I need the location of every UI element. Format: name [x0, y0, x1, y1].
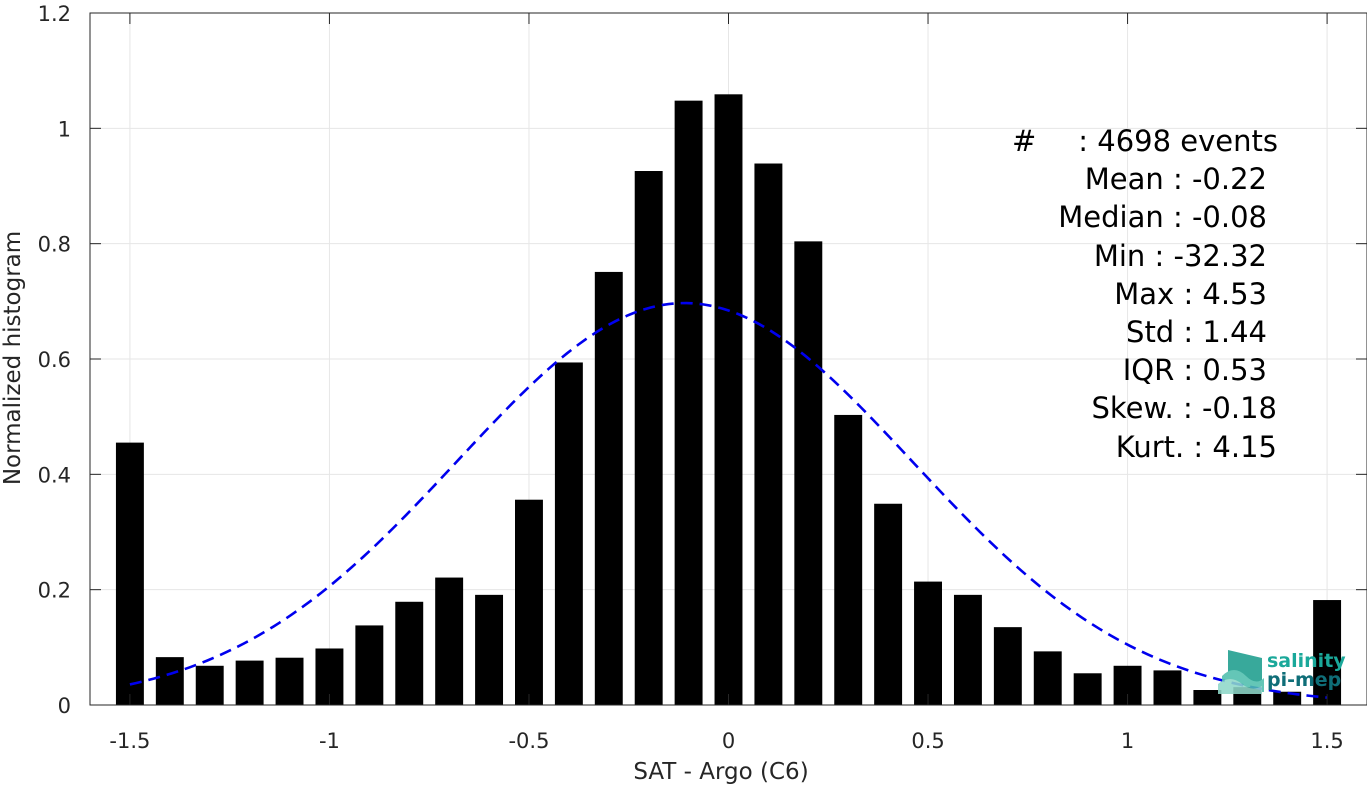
y-tick-label: 0.8 — [38, 233, 71, 257]
y-tick-label: 0 — [58, 694, 71, 718]
histogram-bar — [475, 594, 504, 705]
x-tick-label: -1 — [319, 729, 340, 753]
logo-wave-icon — [1218, 650, 1264, 694]
histogram-bar — [435, 577, 464, 705]
histogram-bar — [1073, 673, 1102, 705]
y-tick-labels: 0 0.2 0.4 0.6 0.8 1 1.2 — [38, 2, 71, 718]
stat-min: Min : -32.32 — [1094, 239, 1267, 273]
histogram-bar — [953, 594, 982, 705]
x-tick-label: 0.5 — [911, 729, 944, 753]
histogram-bar — [914, 581, 942, 705]
histogram-bar — [554, 362, 583, 705]
logo-text-salinity: salinity — [1267, 650, 1346, 672]
stat-median: Median : -0.08 — [1058, 200, 1267, 234]
histogram-bar — [834, 414, 863, 705]
histogram-bar — [155, 657, 184, 705]
histogram-bars — [115, 94, 1342, 706]
x-axis-label: SAT - Argo (C6) — [633, 759, 808, 785]
histogram-bar — [674, 100, 703, 706]
histogram-bar — [754, 163, 783, 705]
x-tick-labels: -1.5 -1 -0.5 0 0.5 1 1.5 — [109, 729, 1343, 753]
histogram-bar — [874, 503, 903, 705]
histogram-bar — [235, 660, 264, 705]
stat-max: Max : 4.53 — [1114, 277, 1267, 311]
histogram-bar — [594, 271, 623, 705]
histogram-bar — [515, 499, 543, 705]
stat-events: : 4698 events — [1078, 124, 1278, 158]
stat-events-hash: # — [1012, 124, 1036, 158]
histogram-bar — [1033, 651, 1062, 705]
logo-text-pimep: pi-mep — [1267, 669, 1341, 691]
histogram-bar — [794, 241, 823, 706]
x-tick-label: 0 — [722, 729, 735, 753]
stat-std: Std : 1.44 — [1126, 315, 1267, 349]
histogram-bar — [275, 657, 304, 705]
x-tick-label: 1 — [1121, 729, 1134, 753]
y-tick-label: 0.2 — [38, 579, 71, 603]
stat-mean: Mean : -0.22 — [1085, 162, 1267, 196]
histogram-bar — [714, 94, 743, 705]
x-tick-label: -1.5 — [109, 729, 150, 753]
histogram-bar — [355, 625, 384, 705]
histogram-bar — [1193, 690, 1222, 705]
stat-skew: Skew. : -0.18 — [1091, 391, 1277, 425]
y-tick-label: 0.6 — [38, 348, 71, 372]
histogram-bar — [1313, 600, 1342, 705]
stat-kurt: Kurt. : 4.15 — [1116, 430, 1277, 464]
histogram-bar — [993, 627, 1022, 705]
y-axis-label: Normalized histogram — [0, 231, 26, 485]
y-tick-label: 1 — [58, 117, 71, 141]
histogram-bar — [634, 171, 663, 706]
histogram-bar — [115, 442, 144, 705]
histogram-bar — [195, 665, 224, 705]
salinity-pimep-logo: salinity pi-mep — [1218, 650, 1346, 694]
statistics-annotation: # : 4698 events Mean : -0.22 Median : -0… — [1012, 124, 1278, 464]
gaussian-fit-curve — [129, 301, 1328, 699]
histogram-bar — [395, 601, 424, 705]
y-tick-label: 0.4 — [38, 463, 71, 487]
stat-iqr: IQR : 0.53 — [1123, 353, 1267, 387]
histogram-bar — [1153, 670, 1182, 705]
x-tick-label: 1.5 — [1310, 729, 1343, 753]
axis-ticks — [90, 12, 1367, 706]
y-tick-label: 1.2 — [38, 2, 71, 26]
x-tick-label: -0.5 — [508, 729, 549, 753]
